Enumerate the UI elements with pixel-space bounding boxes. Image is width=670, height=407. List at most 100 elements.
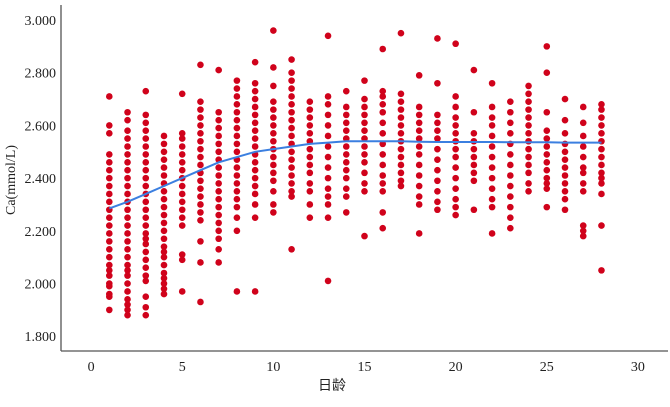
data-point <box>470 66 478 74</box>
data-point <box>288 56 295 63</box>
data-point <box>379 140 387 148</box>
data-points <box>106 27 605 319</box>
data-point <box>124 306 131 314</box>
data-point <box>288 148 295 156</box>
data-point <box>452 122 459 129</box>
data-point <box>288 164 295 171</box>
data-point <box>434 79 441 87</box>
data-point <box>434 206 441 214</box>
data-point <box>142 293 150 301</box>
data-point <box>124 245 131 253</box>
data-point <box>561 180 569 187</box>
data-point <box>251 159 259 166</box>
data-point <box>488 203 496 211</box>
data-point <box>251 174 259 182</box>
data-point <box>160 261 168 269</box>
data-point <box>415 72 423 79</box>
data-point <box>288 245 295 253</box>
data-point <box>525 106 532 113</box>
data-point <box>270 98 277 106</box>
data-point <box>488 143 496 150</box>
data-point <box>106 122 113 129</box>
data-point <box>288 69 295 77</box>
data-point <box>142 256 150 264</box>
data-point <box>507 203 514 211</box>
data-point <box>197 137 204 145</box>
data-point <box>124 174 131 182</box>
data-point <box>233 93 241 100</box>
data-point <box>361 188 368 195</box>
data-point <box>124 311 131 319</box>
data-point <box>306 98 314 106</box>
data-point <box>379 101 387 108</box>
data-point <box>379 180 387 187</box>
data-point <box>124 135 131 142</box>
data-point <box>452 145 459 153</box>
data-point <box>270 169 277 177</box>
data-point <box>579 143 587 150</box>
data-point <box>233 214 241 221</box>
data-point <box>233 288 241 295</box>
data-point <box>598 161 605 169</box>
data-point <box>434 166 441 174</box>
data-point <box>324 32 332 40</box>
data-point <box>342 159 350 166</box>
data-point <box>324 122 332 129</box>
data-point <box>488 230 496 237</box>
data-point <box>361 151 368 158</box>
data-point <box>306 114 314 121</box>
data-point <box>342 151 350 158</box>
data-point <box>361 159 368 166</box>
data-point <box>124 301 131 308</box>
data-point <box>233 148 241 156</box>
data-point <box>270 137 277 145</box>
data-point <box>160 253 168 261</box>
data-point <box>178 251 186 258</box>
data-point <box>361 111 368 119</box>
data-point <box>434 111 441 119</box>
data-point <box>342 119 350 127</box>
data-point <box>561 130 569 137</box>
x-tick-label: 25 <box>540 360 554 375</box>
data-point <box>434 156 441 163</box>
data-point <box>233 132 241 140</box>
data-point <box>106 253 113 261</box>
data-point <box>342 209 350 216</box>
data-point <box>160 274 168 282</box>
data-point <box>215 235 222 243</box>
data-point <box>379 45 387 53</box>
data-point <box>488 185 496 192</box>
data-point <box>124 206 131 214</box>
data-point <box>215 148 222 156</box>
data-point <box>397 122 405 129</box>
data-point <box>251 119 259 127</box>
data-point <box>397 29 405 37</box>
data-point <box>160 285 168 293</box>
data-point <box>270 161 277 169</box>
data-point <box>598 222 605 229</box>
data-point <box>598 122 605 129</box>
data-point <box>124 214 131 221</box>
data-point <box>142 240 150 248</box>
data-point <box>124 280 131 287</box>
data-point <box>178 130 186 137</box>
data-point <box>543 43 551 50</box>
data-point <box>197 193 204 200</box>
data-point <box>397 169 405 177</box>
data-point <box>106 159 113 166</box>
data-point <box>342 166 350 174</box>
data-point <box>342 143 350 150</box>
data-point <box>178 159 186 166</box>
data-point <box>361 103 368 111</box>
data-point <box>197 201 204 208</box>
data-point <box>525 153 532 161</box>
data-point <box>142 111 150 119</box>
data-point <box>106 174 113 182</box>
y-tick-label: 1.800 <box>25 330 57 345</box>
data-point <box>124 190 131 198</box>
data-point <box>178 135 186 142</box>
data-point <box>288 77 295 84</box>
data-point <box>488 103 496 111</box>
data-point <box>124 159 131 166</box>
data-point <box>397 114 405 121</box>
